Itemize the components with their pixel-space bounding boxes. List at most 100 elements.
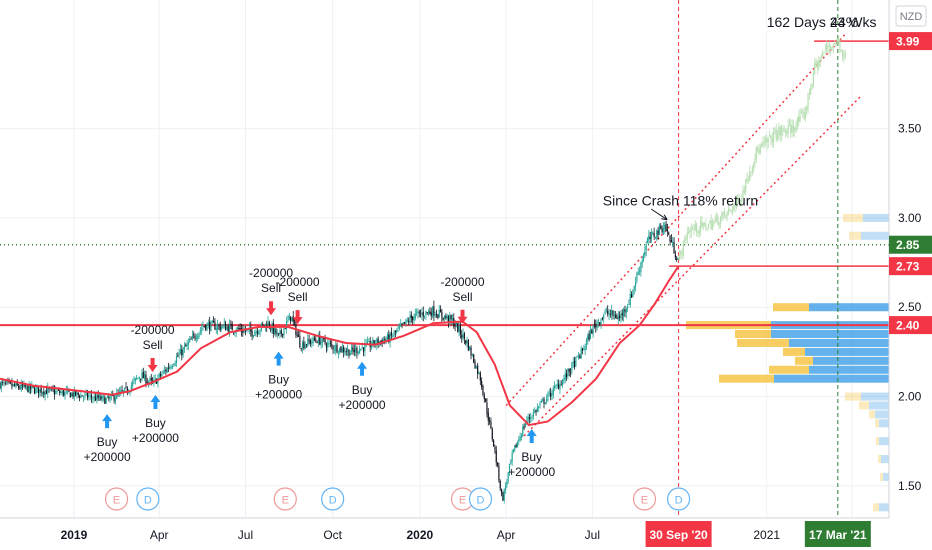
time-axis[interactable]: 2019AprJulOct2020AprJul2021Apr bbox=[0, 517, 932, 550]
sell-arrow-icon bbox=[457, 309, 468, 324]
candle-body bbox=[256, 331, 259, 334]
candle-body bbox=[13, 384, 16, 386]
axis-level-labels: 3.99 2.85 2.73 2.40 30 Sep '20 17 Mar '21 bbox=[645, 32, 932, 547]
volume-bar-up bbox=[773, 303, 809, 312]
candle-body bbox=[632, 289, 634, 297]
event-label: D bbox=[477, 495, 485, 507]
sell-label: Sell bbox=[143, 338, 163, 352]
candle-body bbox=[611, 310, 613, 315]
candle-body bbox=[126, 388, 128, 393]
candle-body bbox=[811, 83, 813, 88]
event-label: D bbox=[675, 495, 683, 507]
candle-body bbox=[536, 407, 538, 412]
volume-bar-up bbox=[783, 347, 805, 356]
candle-body bbox=[681, 252, 683, 255]
candle-body bbox=[304, 344, 306, 349]
candle-body bbox=[132, 381, 134, 386]
candle-body bbox=[499, 480, 501, 489]
candle-body bbox=[405, 319, 407, 324]
candle-body bbox=[93, 395, 95, 399]
candle-body bbox=[544, 402, 546, 404]
candle-body bbox=[404, 321, 406, 324]
candle-body bbox=[490, 421, 492, 429]
candle-body bbox=[508, 464, 511, 472]
candle-body bbox=[77, 392, 79, 395]
candle-body bbox=[75, 390, 77, 396]
candle-body bbox=[190, 338, 192, 340]
time-tick-label: Jul bbox=[238, 528, 253, 542]
candle-body bbox=[653, 233, 655, 237]
candle-body bbox=[816, 60, 818, 68]
candle-body bbox=[577, 355, 580, 357]
candle-body bbox=[167, 367, 170, 369]
candle-body bbox=[19, 387, 21, 389]
candle-body bbox=[292, 316, 294, 322]
candle-body bbox=[73, 390, 75, 397]
candle-body bbox=[595, 324, 597, 328]
candle-body bbox=[398, 326, 400, 329]
candle-body bbox=[418, 311, 420, 313]
candle-body bbox=[40, 387, 42, 393]
candle-body bbox=[806, 107, 808, 111]
volume-bar-down bbox=[879, 503, 889, 512]
candle-body bbox=[563, 378, 565, 381]
candle-body bbox=[771, 138, 773, 143]
candle-body bbox=[711, 223, 714, 230]
candle-body bbox=[357, 352, 359, 354]
candle-body bbox=[819, 59, 821, 67]
candle-body bbox=[516, 442, 519, 448]
candle-body bbox=[105, 398, 107, 403]
candle-body bbox=[332, 345, 334, 350]
candle-body bbox=[722, 212, 724, 216]
candle-body bbox=[738, 198, 740, 204]
candle-body bbox=[579, 355, 581, 359]
candle-body bbox=[179, 349, 182, 355]
candle-body bbox=[666, 229, 669, 232]
candle-body bbox=[694, 223, 696, 230]
candle-body bbox=[125, 386, 127, 388]
candle-body bbox=[29, 384, 32, 390]
candle-body bbox=[412, 316, 414, 321]
candle-body bbox=[745, 179, 747, 193]
candle-body bbox=[41, 392, 44, 394]
candle-body bbox=[351, 347, 353, 353]
candle-body bbox=[839, 40, 841, 52]
candle-body bbox=[420, 313, 422, 315]
candle-body bbox=[57, 389, 59, 391]
candle-body bbox=[276, 333, 278, 335]
sell-arrow-icon bbox=[266, 301, 277, 316]
candle-body bbox=[218, 324, 220, 326]
candle-body bbox=[768, 134, 771, 137]
candle-body bbox=[571, 362, 573, 372]
candle-body bbox=[512, 449, 515, 453]
candle-body bbox=[165, 370, 167, 372]
earnings-icon bbox=[104, 487, 129, 511]
currency-badge[interactable]: NZD bbox=[895, 5, 927, 27]
candle-body bbox=[779, 126, 781, 137]
candle-body bbox=[299, 336, 301, 348]
candle-body bbox=[592, 324, 594, 335]
sell-label: -200000 bbox=[440, 275, 484, 289]
candle-body bbox=[670, 240, 672, 243]
dividend-icon bbox=[321, 487, 345, 511]
channel-line bbox=[505, 33, 846, 406]
candle-body bbox=[344, 352, 346, 354]
sell-arrow-icon bbox=[147, 358, 158, 373]
dividend-icon bbox=[136, 487, 160, 511]
candle-body bbox=[542, 399, 544, 401]
candle-body bbox=[701, 220, 703, 228]
candle-body bbox=[640, 262, 642, 273]
candle-body bbox=[498, 465, 500, 481]
sell-label: -200000 bbox=[131, 323, 175, 337]
candle-body bbox=[739, 202, 741, 206]
candle-body bbox=[191, 335, 193, 340]
candle-body bbox=[823, 51, 825, 53]
candle-body bbox=[319, 335, 321, 345]
candle-body bbox=[61, 390, 63, 394]
candle-body bbox=[588, 333, 590, 340]
candle-body bbox=[114, 398, 117, 402]
candle-body bbox=[159, 374, 162, 376]
candle-body bbox=[715, 216, 718, 221]
candle-body bbox=[727, 209, 730, 214]
